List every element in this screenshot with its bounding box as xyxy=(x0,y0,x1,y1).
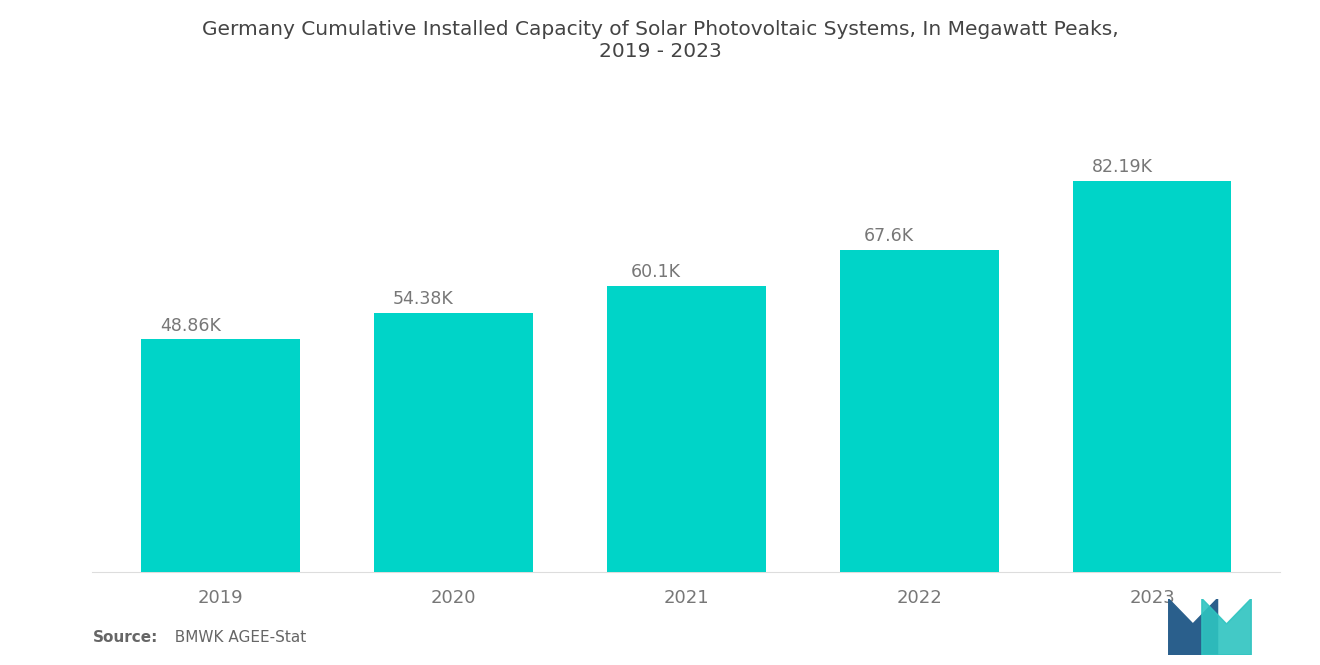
Polygon shape xyxy=(1168,598,1217,655)
Text: BMWK AGEE-Stat: BMWK AGEE-Stat xyxy=(165,630,306,645)
Text: 60.1K: 60.1K xyxy=(631,263,681,281)
Text: 67.6K: 67.6K xyxy=(865,227,915,245)
Text: 54.38K: 54.38K xyxy=(393,291,454,309)
Bar xyxy=(840,250,998,572)
Text: 82.19K: 82.19K xyxy=(1092,158,1152,176)
Bar xyxy=(375,313,533,572)
Text: Germany Cumulative Installed Capacity of Solar Photovoltaic Systems, In Megawatt: Germany Cumulative Installed Capacity of… xyxy=(202,20,1118,61)
Text: 48.86K: 48.86K xyxy=(160,317,220,334)
Bar xyxy=(141,339,300,572)
Text: Source:: Source: xyxy=(92,630,158,645)
Polygon shape xyxy=(1201,598,1251,655)
Bar xyxy=(1073,181,1232,572)
Bar xyxy=(607,286,766,572)
